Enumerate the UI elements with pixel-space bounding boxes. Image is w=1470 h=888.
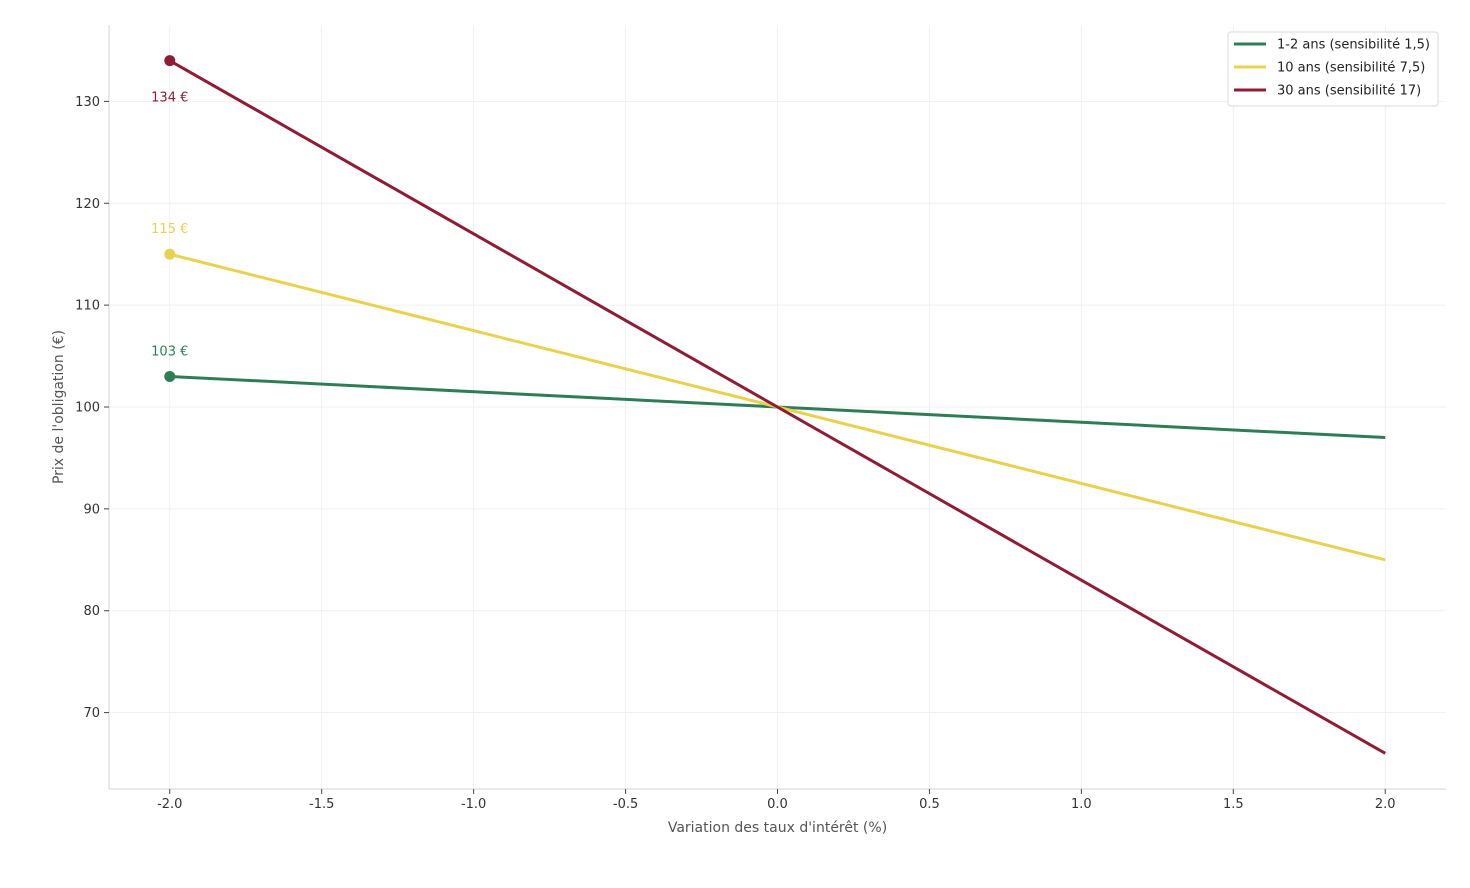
legend-box	[1227, 31, 1439, 107]
data-labels: 103 € 115 € 134 €	[151, 91, 188, 360]
data-point-1-2-ans-sensibilit-1-5	[164, 370, 176, 382]
y-axis-title: Prix de l'obligation (€)	[51, 330, 67, 484]
x-tick-label-8: 2.0	[1375, 797, 1396, 812]
x-tick-label-6: 1.0	[1071, 797, 1092, 812]
x-tick-label-2: -1.0	[461, 797, 486, 812]
y-tick-label-5: 120	[75, 197, 100, 212]
legend-label-30-ans-sensibilit-17: 30 ans (sensibilité 17)	[1277, 84, 1421, 99]
legend-label-1-2-ans-sensibilit-1-5: 1-2 ans (sensibilité 1,5)	[1277, 38, 1430, 53]
x-tick-label-5: 0.5	[919, 797, 940, 812]
y-tick-label-4: 110	[75, 299, 100, 314]
y-tick-label-3: 100	[75, 401, 100, 416]
x-tick-label-4: 0.0	[767, 797, 788, 812]
series-lines	[169, 59, 1386, 755]
y-tick-label-6: 130	[75, 95, 100, 110]
data-label-10-ans-sensibilit-7-5: 115 €	[151, 222, 188, 237]
legend: 1-2 ans (sensibilité 1,5) 10 ans (sensibi…	[1227, 31, 1439, 107]
y-tick-label-1: 80	[83, 604, 100, 619]
x-tick-label-0: -2.0	[157, 797, 182, 812]
y-axis-ticks: 70 80 90 100 110 120 130	[75, 95, 109, 721]
x-tick-label-7: 1.5	[1223, 797, 1244, 812]
x-axis-ticks: -2.0 -1.5 -1.0 -0.5 0.0 0.5 1.0 1.5 2.0	[157, 789, 1396, 812]
x-axis-title: Variation des taux d'intérêt (%)	[668, 820, 887, 836]
legend-label-10-ans-sensibilit-7-5: 10 ans (sensibilité 7,5)	[1277, 61, 1425, 76]
series-line-30-ans-sensibilit-17	[169, 59, 1386, 755]
data-point-30-ans-sensibilit-17	[164, 55, 176, 67]
x-tick-label-3: -0.5	[613, 797, 638, 812]
series-markers	[164, 55, 176, 382]
x-tick-label-1: -1.5	[309, 797, 334, 812]
data-point-10-ans-sensibilit-7-5	[164, 248, 176, 260]
data-label-1-2-ans-sensibilit-1-5: 103 €	[151, 344, 188, 359]
y-tick-label-0: 70	[83, 706, 100, 721]
y-tick-label-2: 90	[83, 502, 100, 517]
data-label-30-ans-sensibilit-17: 134 €	[151, 91, 188, 106]
